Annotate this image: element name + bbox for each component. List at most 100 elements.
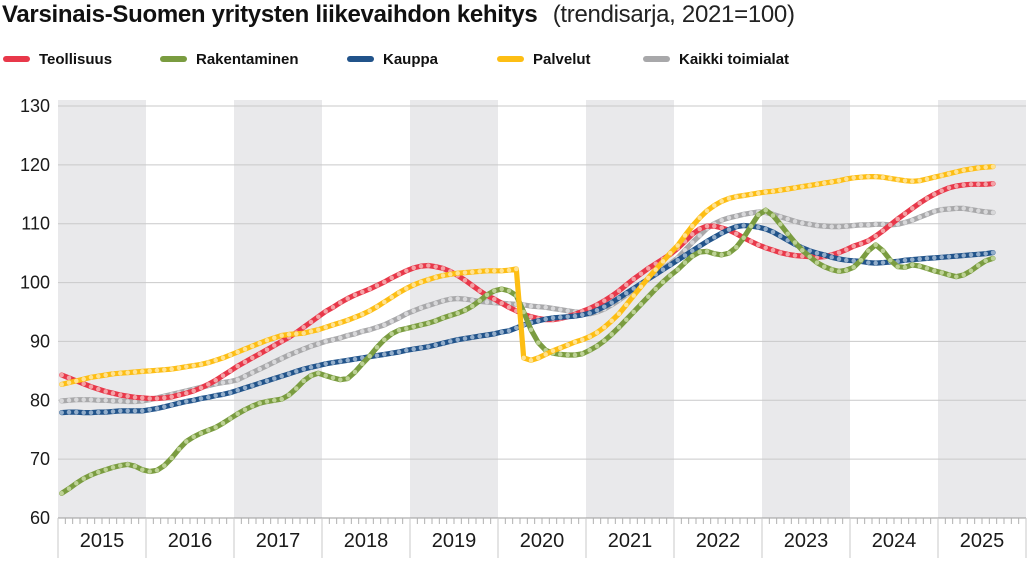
data-point <box>712 223 717 229</box>
data-point <box>910 257 915 262</box>
data-point <box>836 250 842 255</box>
legend-swatch-palvelut <box>497 56 524 62</box>
data-point <box>374 345 380 350</box>
data-point <box>580 337 585 342</box>
data-point <box>389 319 394 324</box>
data-point <box>448 272 453 277</box>
data-point <box>301 346 306 352</box>
data-point <box>800 253 805 259</box>
data-point <box>536 355 541 361</box>
data-point <box>426 263 431 268</box>
data-point <box>440 340 446 346</box>
data-point <box>697 215 702 221</box>
data-point <box>712 203 717 208</box>
data-point <box>250 383 255 388</box>
data-point <box>367 308 372 314</box>
data-point <box>360 312 365 317</box>
data-point <box>873 242 878 248</box>
data-point <box>558 307 563 312</box>
data-point <box>829 179 834 185</box>
data-point <box>734 213 739 219</box>
data-point <box>110 390 116 396</box>
data-point <box>74 378 79 384</box>
data-point <box>924 176 930 182</box>
data-point <box>440 315 446 321</box>
data-point <box>939 188 944 194</box>
data-point <box>198 430 204 436</box>
data-point <box>118 398 123 404</box>
data-point <box>858 174 864 180</box>
legend-label: Teollisuus <box>39 50 113 68</box>
data-point <box>748 210 754 216</box>
data-point <box>550 306 556 311</box>
data-point <box>176 446 182 452</box>
data-point <box>462 296 468 302</box>
data-point <box>433 264 438 269</box>
data-point <box>66 375 72 381</box>
data-point <box>558 352 563 357</box>
x-axis-label-2018: 2018 <box>344 530 389 552</box>
data-point <box>492 268 497 274</box>
data-point <box>272 335 277 341</box>
data-point <box>308 329 314 334</box>
data-point <box>572 339 578 345</box>
data-point <box>961 206 966 211</box>
legend-label: Kauppa <box>383 50 439 68</box>
data-point <box>844 176 849 182</box>
data-point <box>455 270 460 276</box>
data-point <box>704 223 710 229</box>
data-point <box>264 399 270 404</box>
x-axis-label-2019: 2019 <box>432 530 477 552</box>
data-point <box>103 467 108 472</box>
data-point <box>294 331 299 337</box>
data-point <box>756 224 761 230</box>
data-point <box>426 344 431 349</box>
data-point <box>719 199 724 204</box>
data-point <box>147 407 152 412</box>
data-point <box>939 255 944 260</box>
data-point <box>968 207 974 212</box>
data-point <box>374 304 380 309</box>
data-point <box>976 165 981 171</box>
year-band-2023 <box>762 100 850 518</box>
data-point <box>374 353 380 358</box>
data-point <box>396 327 402 333</box>
y-axis-label-80: 80 <box>30 390 50 410</box>
data-point <box>242 385 248 391</box>
data-point <box>550 315 556 321</box>
data-point <box>88 397 94 402</box>
data-point <box>851 258 856 264</box>
data-point <box>836 178 842 183</box>
data-point <box>286 392 292 398</box>
data-point <box>220 392 226 397</box>
x-axis-label-2024: 2024 <box>872 530 917 552</box>
data-point <box>873 222 878 227</box>
data-point <box>96 398 101 403</box>
data-point <box>990 164 996 169</box>
data-point <box>103 398 108 403</box>
data-point <box>763 245 768 251</box>
data-point <box>726 215 732 221</box>
data-point <box>976 208 981 214</box>
data-point <box>814 260 820 265</box>
data-point <box>594 307 600 313</box>
data-point <box>206 360 211 365</box>
data-point <box>616 311 622 317</box>
data-point <box>558 345 563 351</box>
data-point <box>558 315 563 320</box>
data-point <box>110 371 116 377</box>
data-point <box>213 425 218 430</box>
data-point <box>506 305 512 310</box>
data-point <box>323 309 328 314</box>
data-point <box>917 263 922 269</box>
data-point <box>756 212 761 218</box>
series-dots-rakentaminen <box>59 207 996 496</box>
y-axis-label-70: 70 <box>30 449 50 469</box>
data-point <box>308 319 314 325</box>
data-point <box>917 178 922 183</box>
data-point <box>220 355 226 361</box>
data-point <box>352 369 358 375</box>
data-point <box>484 332 490 338</box>
data-point <box>484 292 490 298</box>
data-point <box>895 264 900 269</box>
